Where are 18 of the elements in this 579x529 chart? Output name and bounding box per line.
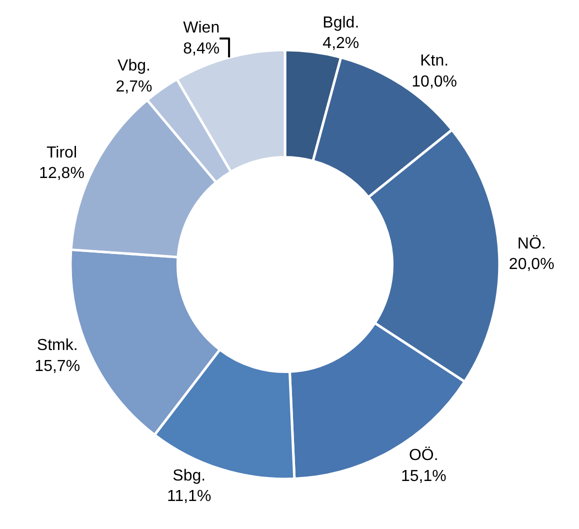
slice-label: Ktn. xyxy=(420,52,449,70)
data-label: 20,0% xyxy=(508,256,554,274)
slice-label: NÖ. xyxy=(517,234,546,252)
data-label: 15,7% xyxy=(34,358,80,375)
data-label: 11,1% xyxy=(167,488,212,506)
slice-label: Vbg. xyxy=(118,57,150,74)
data-label: 8,4% xyxy=(183,40,220,58)
data-label: 15,1% xyxy=(400,468,446,485)
data-label: 4,2% xyxy=(322,35,360,52)
slice-label: Tirol xyxy=(46,144,77,162)
slice-label: Stmk. xyxy=(36,337,78,354)
data-label: 12,8% xyxy=(39,165,84,182)
data-label: 2,7% xyxy=(116,78,152,96)
slice-label: Bgld. xyxy=(322,14,360,32)
slice-label: Wien xyxy=(183,20,220,37)
slice-label: OÖ. xyxy=(408,446,438,464)
slice-label: Sbg. xyxy=(172,467,206,484)
data-label: 10,0% xyxy=(412,73,458,90)
